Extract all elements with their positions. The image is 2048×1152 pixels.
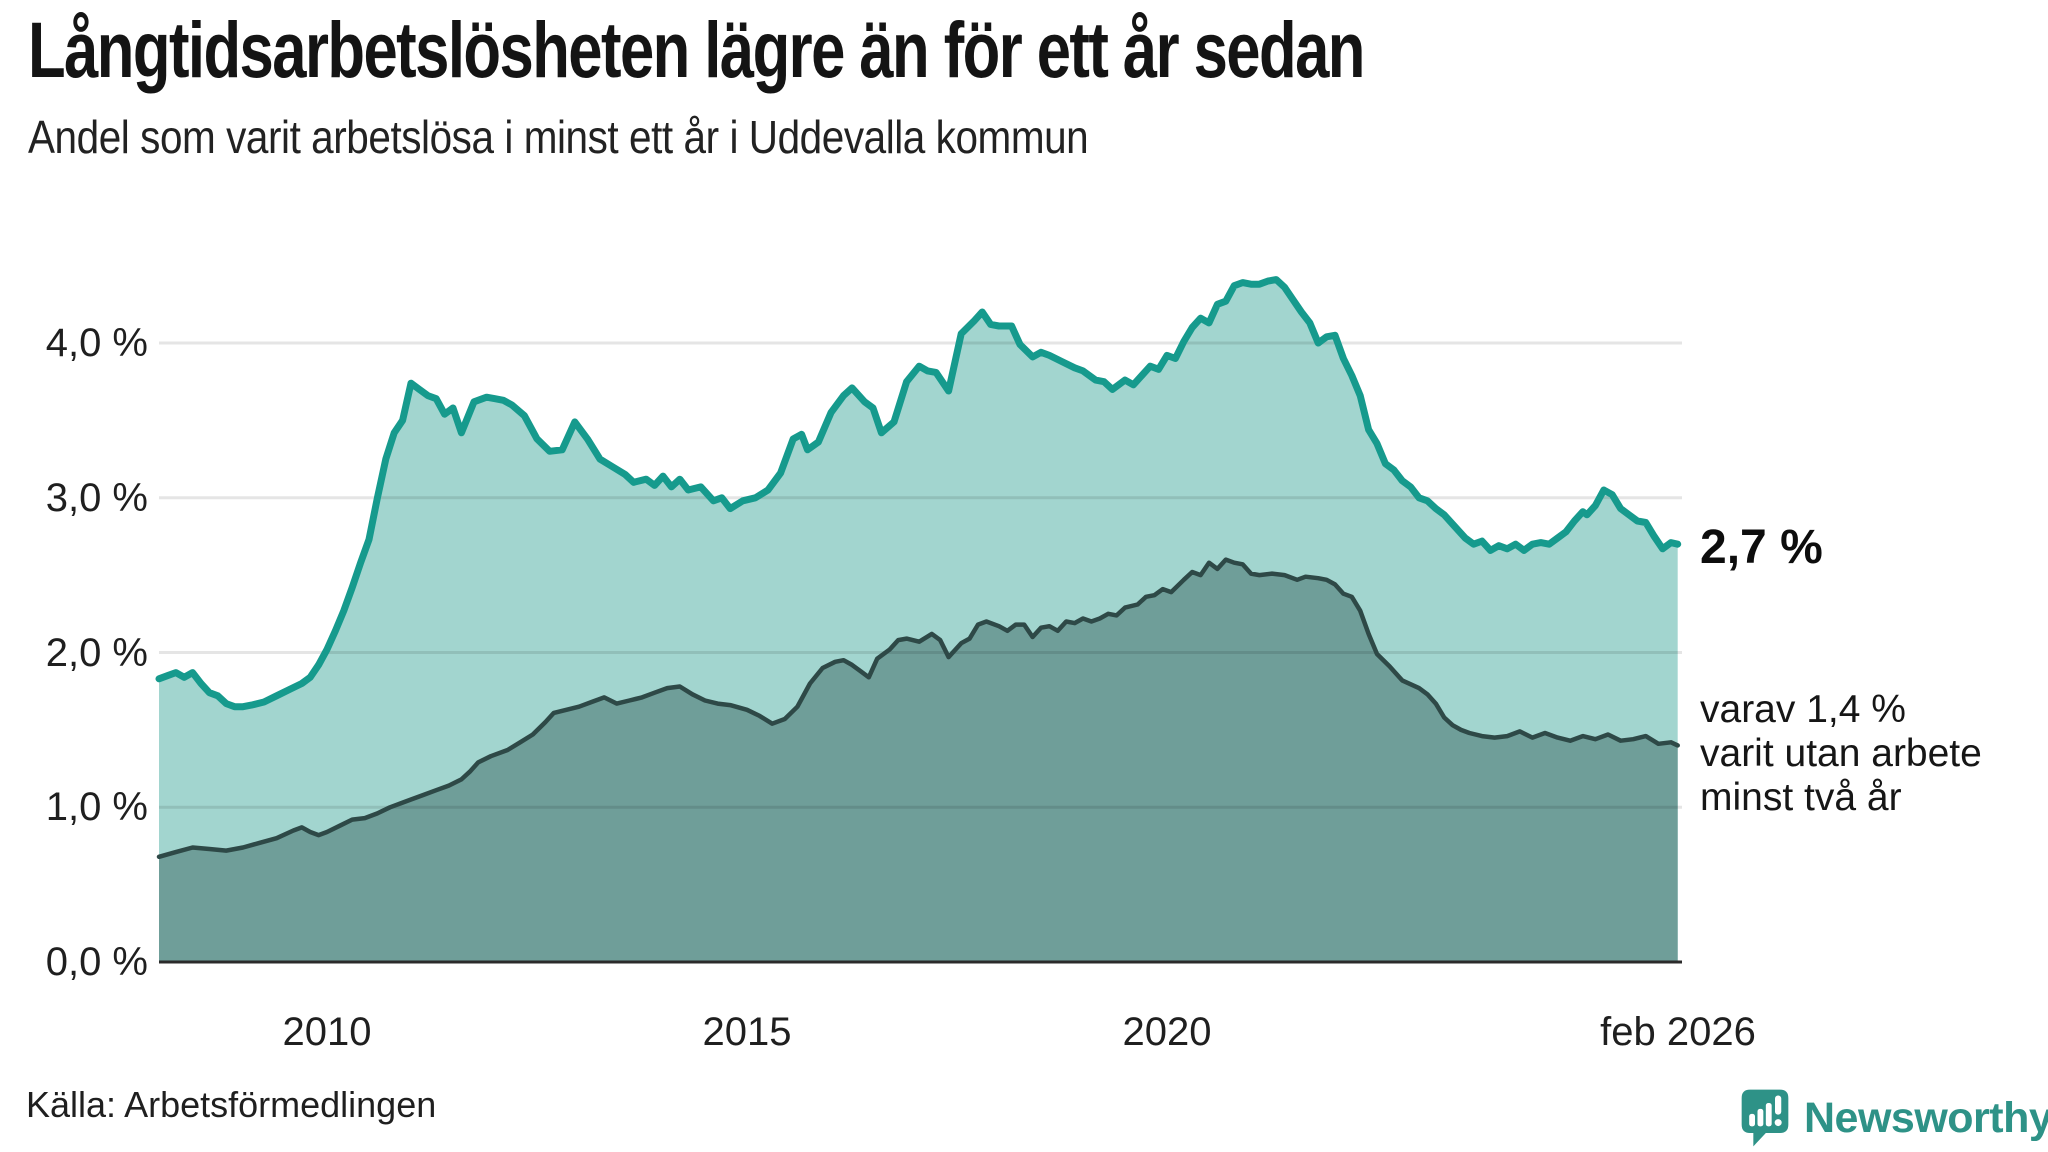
series-two-years-line [156,557,1680,860]
logo-bar-short [1749,1113,1755,1127]
source-note: Källa: Arbetsförmedlingen [26,1084,437,1125]
logo-bar-medium [1757,1108,1764,1127]
x-tick-label: 2010 [282,1010,372,1054]
x-tick-label: 2015 [702,1010,792,1054]
newsworthy-brand: Newsworthy [1740,1088,2048,1148]
y-tick-label: 3,0 % [45,475,148,520]
newsworthy-wordmark: Newsworthy [1804,1093,2048,1142]
logo-bar-tall [1765,1103,1772,1127]
logo-exclamation-stem [1775,1095,1782,1115]
y-tick-label: 4,0 % [45,321,148,365]
y-tick-label: 0,0 % [45,940,148,984]
logo-exclamation-dot [1774,1119,1782,1127]
chart-title: Långtidsarbetslösheten lägre än för ett … [28,5,1365,94]
y-tick-label: 1,0 % [45,785,148,830]
series-total-line [155,276,1682,711]
chart-subtitle: Andel som varit arbetslösa i minst ett å… [28,111,1089,163]
annotation-current-value: 2,7 % [1700,521,1823,574]
x-tick-label: feb 2026 [1600,1010,1756,1054]
x-tick-label: 2020 [1122,1010,1212,1054]
y-tick-label: 2,0 % [45,630,148,675]
series-two-years-area [159,559,1678,962]
annotation-secondary: varav 1,4 % varit utan arbete minst två … [1700,688,1982,819]
newsworthy-logo-icon [1741,1089,1789,1147]
